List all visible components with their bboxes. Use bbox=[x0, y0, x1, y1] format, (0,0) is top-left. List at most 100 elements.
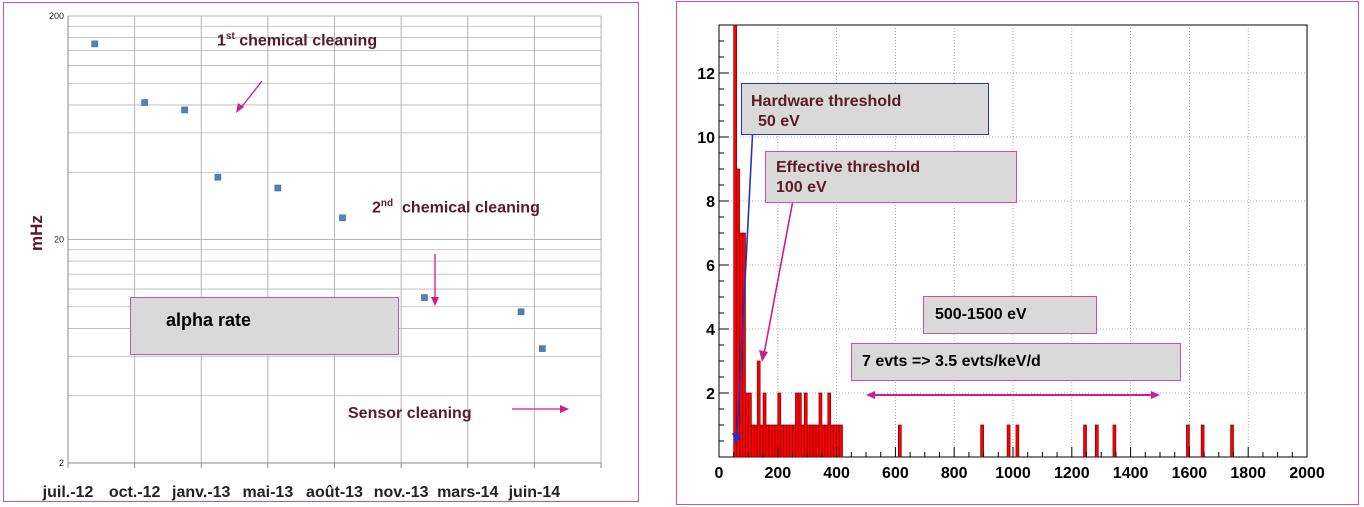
histogram-bar bbox=[748, 392, 752, 458]
first-cleaning-arrow bbox=[239, 80, 263, 110]
x-tick-label: 1000 bbox=[995, 465, 1031, 482]
histogram-bar bbox=[733, 24, 737, 458]
histogram-bar bbox=[1186, 424, 1190, 458]
histogram-bar bbox=[1200, 424, 1205, 458]
histogram-bar bbox=[768, 424, 773, 458]
x-tick-label: 200 bbox=[764, 465, 791, 482]
x-tick-label: janv.-13 bbox=[171, 484, 231, 501]
hardware-threshold-arrow bbox=[736, 124, 754, 439]
x-tick-label: 800 bbox=[941, 465, 968, 482]
histogram-bar bbox=[809, 424, 814, 458]
data-point bbox=[517, 308, 525, 316]
sensor-cleaning-annotation: Sensor cleaning bbox=[348, 405, 472, 422]
data-point bbox=[214, 173, 222, 181]
data-point bbox=[421, 294, 428, 301]
effective-threshold-box: Effective threshold 100 eV bbox=[765, 151, 1017, 203]
first-cleaning-annotation: 1st chemical cleaning bbox=[217, 31, 377, 50]
histogram-bar bbox=[827, 392, 832, 458]
alpha-rate-legend-box: alpha rate bbox=[130, 297, 399, 355]
effective-threshold-arrowhead bbox=[759, 350, 768, 362]
data-point bbox=[91, 40, 98, 48]
hardware-threshold-title: Hardware threshold bbox=[751, 93, 902, 110]
first-cleaning-text: chemical cleaning bbox=[234, 32, 378, 50]
histogram-bar bbox=[980, 424, 984, 458]
histogram-bar bbox=[762, 392, 767, 458]
alpha-rate-chart: 2 20 200 juil.-12 oct.-12 janv.-13 mai-13 août-… bbox=[42, 11, 602, 501]
x-tick-label: 600 bbox=[882, 465, 909, 482]
histogram-bar bbox=[745, 392, 749, 458]
alpha-rate-chart-panel: 2 20 200 juil.-12 oct.-12 janv.-13 mai-13 août-… bbox=[3, 2, 639, 502]
histogram-bar bbox=[765, 424, 770, 458]
second-cleaning-text: chemical cleaning bbox=[393, 199, 540, 217]
y-axis-label: mHz bbox=[27, 215, 46, 251]
y-tick-label: 200 bbox=[49, 11, 64, 21]
sensor-cleaning-arrowhead bbox=[560, 405, 569, 413]
energy-range-box: 500-1500 eV bbox=[923, 296, 1097, 334]
second-cleaning-arrowhead bbox=[431, 297, 439, 306]
histogram-bar bbox=[1015, 424, 1020, 458]
histogram-bar bbox=[824, 424, 829, 458]
x-tick-label: 1600 bbox=[1172, 465, 1208, 482]
histogram-bar bbox=[1094, 424, 1099, 458]
y-tick-label: 4 bbox=[706, 322, 715, 339]
x-tick-label: mars-14 bbox=[437, 484, 498, 501]
histogram-bar bbox=[798, 392, 802, 458]
y-tick-label: 2 bbox=[59, 458, 64, 468]
energy-spectrum-histogram: 0 200 400 600 800 1000 1200 1400 1600 1800 2000 2 4 6… bbox=[697, 24, 1325, 482]
first-cleaning-arrowhead bbox=[236, 103, 244, 113]
y-tick-label: 12 bbox=[697, 66, 715, 83]
histogram-bar bbox=[803, 392, 808, 458]
data-point bbox=[539, 345, 546, 352]
hardware-threshold-arrowhead bbox=[732, 433, 741, 445]
x-tick-label: nov.-13 bbox=[374, 484, 429, 501]
energy-window-arrowhead-right bbox=[1151, 391, 1160, 399]
first-cleaning-superscript: st bbox=[225, 31, 235, 42]
x-tick-label: 0 bbox=[715, 465, 724, 482]
data-point bbox=[141, 99, 148, 106]
effective-threshold-title: Effective threshold bbox=[776, 159, 921, 176]
histogram-bar bbox=[771, 424, 776, 458]
histogram-bar bbox=[780, 424, 785, 458]
histogram-bar bbox=[839, 424, 843, 458]
effective-threshold-arrow bbox=[763, 199, 794, 355]
histogram-bar bbox=[800, 424, 805, 458]
histogram-bar bbox=[756, 360, 761, 458]
y-tick-label: 2 bbox=[706, 386, 715, 403]
histogram-bar bbox=[897, 424, 902, 458]
x-tick-label: 1200 bbox=[1054, 465, 1090, 482]
histogram-bar bbox=[795, 392, 799, 458]
energy-window-arrowhead-left bbox=[866, 391, 875, 399]
data-point bbox=[181, 106, 188, 114]
second-cleaning-superscript: nd bbox=[380, 198, 394, 209]
histogram-bar bbox=[1112, 424, 1117, 458]
y-tick-label: 10 bbox=[697, 130, 715, 147]
data-point bbox=[274, 184, 282, 192]
event-rate-box: 7 evts => 3.5 evts/keV/d bbox=[851, 343, 1181, 381]
second-cleaning-number: 2 bbox=[372, 199, 381, 217]
effective-threshold-value: 100 eV bbox=[776, 179, 827, 196]
histogram-bar bbox=[1083, 424, 1087, 458]
histogram-bar bbox=[1230, 424, 1234, 458]
histogram-bar bbox=[750, 424, 755, 458]
histogram-bar bbox=[815, 424, 820, 458]
y-tick-label: 6 bbox=[706, 258, 715, 275]
x-tick-label: juil.-12 bbox=[42, 484, 94, 501]
hardware-threshold-box: Hardware threshold 50 eV bbox=[741, 83, 989, 135]
x-tick-label: août-13 bbox=[306, 484, 363, 501]
histogram-bar bbox=[812, 424, 817, 458]
y-tick-label: 8 bbox=[706, 194, 715, 211]
x-tick-label: oct.-12 bbox=[109, 484, 161, 501]
histogram-bar bbox=[753, 424, 758, 458]
x-tick-label: 400 bbox=[823, 465, 850, 482]
data-point bbox=[339, 214, 346, 222]
x-tick-label: 2000 bbox=[1289, 465, 1325, 482]
energy-spectrum-chart-panel: 0 200 400 600 800 1000 1200 1400 1600 1800 2000 2 4 6… bbox=[676, 1, 1359, 505]
histogram-bar bbox=[830, 424, 835, 458]
y-tick-label: 20 bbox=[54, 235, 64, 245]
histogram-bar bbox=[818, 392, 823, 458]
x-tick-label: mai-13 bbox=[243, 484, 294, 501]
second-cleaning-annotation: 2nd chemical cleaning bbox=[372, 198, 540, 217]
x-tick-label: 1800 bbox=[1230, 465, 1266, 482]
hardware-threshold-value: 50 eV bbox=[758, 113, 800, 130]
first-cleaning-number: 1 bbox=[217, 32, 226, 50]
